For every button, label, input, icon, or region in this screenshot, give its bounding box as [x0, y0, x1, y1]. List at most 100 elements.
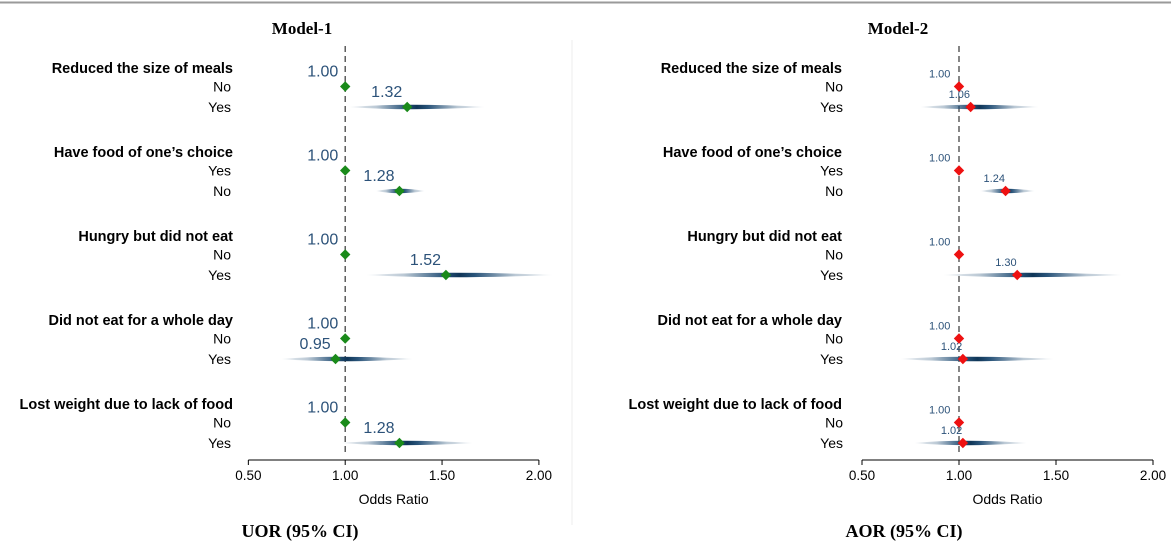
- point-marker: [953, 81, 965, 92]
- x-tick-label: 1.00: [946, 468, 972, 483]
- x-tick-label: 0.50: [849, 468, 875, 483]
- category-label: No: [825, 415, 843, 431]
- value-label: 1.00: [929, 237, 950, 249]
- point-marker: [957, 353, 969, 365]
- value-label: 1.28: [363, 168, 394, 185]
- category-label: Yes: [208, 163, 231, 179]
- point-marker: [440, 269, 452, 281]
- category-label: No: [825, 79, 843, 95]
- group-label: Reduced the size of meals: [52, 61, 233, 77]
- value-label: 1.28: [363, 420, 394, 437]
- point-marker: [957, 437, 969, 449]
- group-label: Lost weight due to lack of food: [629, 397, 842, 413]
- category-label: No: [213, 415, 231, 431]
- group-labels: Reduced the size of meals Have food of on…: [629, 61, 843, 413]
- ci-bands: [281, 104, 553, 446]
- ci-band: [920, 104, 1039, 110]
- ci-bands: [900, 104, 1122, 446]
- ci-band: [943, 272, 1122, 278]
- ci-band: [900, 356, 1055, 362]
- panel-caption: AOR (95% CI): [846, 521, 963, 542]
- value-label: 1.32: [371, 84, 402, 101]
- point-marker: [340, 417, 351, 428]
- category-label: No: [213, 183, 231, 199]
- point-marker: [340, 165, 351, 176]
- group-label: Hungry but did not eat: [687, 229, 842, 245]
- value-label: 1.02: [941, 425, 962, 437]
- category-label: Yes: [208, 267, 231, 283]
- x-tick-label: 1.50: [429, 468, 455, 483]
- category-label: No: [213, 331, 231, 347]
- ci-band: [914, 440, 1027, 446]
- value-label: 1.02: [941, 341, 962, 353]
- category-label: Yes: [208, 99, 231, 115]
- category-label: Yes: [208, 351, 231, 367]
- category-label: No: [825, 331, 843, 347]
- point-marker: [340, 333, 351, 344]
- panel-title: Model-2: [868, 19, 928, 38]
- category-label: No: [213, 247, 231, 263]
- category-label: Yes: [820, 267, 843, 283]
- category-label: Yes: [820, 351, 843, 367]
- x-axis-title: Odds Ratio: [972, 491, 1042, 507]
- point-marker: [394, 437, 405, 449]
- category-label: Yes: [820, 163, 843, 179]
- markers: [953, 81, 1023, 449]
- category-labels: No Yes Yes No No Yes No Yes No Yes: [820, 79, 843, 452]
- x-tick-labels: 0.50 1.00 1.50 2.00: [849, 468, 1166, 483]
- value-label: 1.30: [995, 257, 1016, 269]
- group-label: Did not eat for a whole day: [658, 313, 843, 329]
- x-axis-title: Odds Ratio: [359, 491, 429, 507]
- value-label: 1.00: [929, 153, 950, 165]
- value-label: 1.00: [929, 69, 950, 81]
- point-marker: [1000, 185, 1011, 197]
- group-label: Reduced the size of meals: [661, 61, 842, 77]
- x-tick-label: 1.50: [1043, 468, 1069, 483]
- category-label: Yes: [820, 99, 843, 115]
- point-marker: [953, 249, 965, 260]
- markers: [330, 81, 452, 449]
- point-marker: [330, 353, 341, 365]
- value-label: 1.00: [307, 316, 338, 333]
- value-label: 1.00: [929, 405, 950, 417]
- point-marker: [394, 185, 405, 197]
- category-label: Yes: [820, 435, 843, 451]
- panel-model-1: Model-1 Reduced the size of meals Have fo…: [20, 19, 553, 542]
- ci-band: [349, 104, 485, 110]
- x-ticks: [861, 460, 1154, 465]
- group-label: Have food of one’s choice: [54, 145, 233, 161]
- point-marker: [1012, 269, 1023, 281]
- category-label: No: [825, 183, 843, 199]
- value-label: 1.00: [929, 321, 950, 333]
- x-tick-label: 2.00: [526, 468, 552, 483]
- group-label: Hungry but did not eat: [78, 229, 233, 245]
- value-label: 0.95: [300, 336, 331, 353]
- value-label: 1.00: [307, 232, 338, 249]
- point-marker: [340, 249, 351, 260]
- value-label: 1.00: [307, 400, 338, 417]
- value-labels: 1.00 1.32 1.00 1.28 1.00 1.52 1.00 0.95 1.00 1.28: [300, 64, 442, 438]
- x-ticks: [247, 460, 540, 465]
- panel-model-2: Model-2 Reduced the size of meals Have fo…: [629, 19, 1167, 542]
- point-marker: [953, 417, 965, 428]
- value-label: 1.06: [949, 89, 970, 101]
- point-marker: [953, 333, 965, 344]
- category-labels: No Yes Yes No No Yes No Yes No Yes: [208, 79, 231, 452]
- x-tick-label: 2.00: [1140, 468, 1166, 483]
- x-tick-label: 0.50: [235, 468, 261, 483]
- value-label: 1.24: [984, 173, 1005, 185]
- ci-band: [366, 272, 553, 278]
- point-marker: [401, 101, 413, 113]
- group-labels: Reduced the size of meals Have food of on…: [20, 61, 234, 413]
- point-marker: [965, 101, 976, 113]
- panel-caption: UOR (95% CI): [242, 521, 359, 542]
- point-marker: [953, 165, 965, 176]
- point-marker: [340, 81, 351, 92]
- x-tick-label: 1.00: [332, 468, 358, 483]
- ci-band: [281, 356, 413, 362]
- group-label: Did not eat for a whole day: [49, 313, 234, 329]
- value-label: 1.00: [307, 64, 338, 81]
- panel-title: Model-1: [272, 19, 332, 38]
- value-label: 1.52: [410, 252, 441, 269]
- group-label: Have food of one’s choice: [663, 145, 842, 161]
